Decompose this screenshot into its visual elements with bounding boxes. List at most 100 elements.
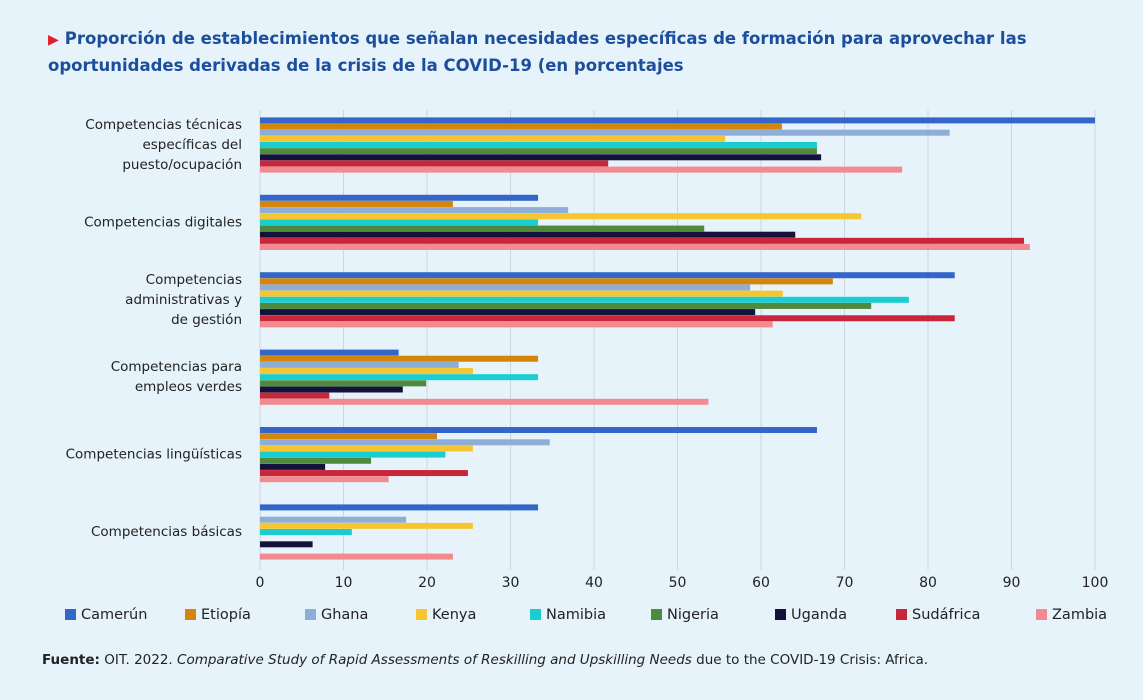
bar xyxy=(260,302,872,309)
bar xyxy=(260,470,468,477)
bar xyxy=(260,451,446,458)
bar xyxy=(260,355,539,362)
legend-label: Sudáfrica xyxy=(912,607,980,623)
bar xyxy=(260,398,709,405)
bar xyxy=(260,148,817,155)
x-tick-label: 20 xyxy=(418,575,436,591)
legend-swatch xyxy=(1036,609,1047,620)
y-tick-label: puesto/ocupación xyxy=(122,157,242,173)
bar xyxy=(260,476,389,483)
bar xyxy=(260,296,909,303)
bar xyxy=(260,213,862,220)
x-tick-label: 70 xyxy=(836,575,854,591)
y-tick-label: Competencias para xyxy=(111,359,242,375)
source-italic: Comparative Study of Rapid Assessments o… xyxy=(177,652,692,668)
bar xyxy=(260,207,569,214)
bar xyxy=(260,231,796,238)
y-tick-label: Competencias digitales xyxy=(84,214,242,230)
bar xyxy=(260,117,1095,124)
bar xyxy=(260,463,326,470)
legend-swatch xyxy=(416,609,427,620)
legend-swatch xyxy=(896,609,907,620)
bar xyxy=(260,553,453,560)
source-label: Fuente: xyxy=(42,652,100,668)
x-tick-label: 90 xyxy=(1003,575,1021,591)
legend-label: Etiopía xyxy=(201,607,251,623)
bar xyxy=(260,504,539,511)
bar xyxy=(260,315,955,322)
bar xyxy=(260,160,609,167)
bar xyxy=(260,522,473,529)
bar xyxy=(260,529,352,535)
y-tick-label: de gestión xyxy=(171,312,242,328)
bar xyxy=(260,200,453,207)
bar xyxy=(260,278,833,285)
legend-swatch xyxy=(185,609,196,620)
bar xyxy=(260,225,705,232)
bar xyxy=(260,129,950,136)
legend-label: Kenya xyxy=(432,607,476,623)
bar xyxy=(260,445,473,452)
bar xyxy=(260,386,403,393)
bar xyxy=(260,349,399,356)
legend-swatch xyxy=(305,609,316,620)
bar xyxy=(260,272,955,279)
legend-label: Camerún xyxy=(81,607,147,623)
x-tick-label: 0 xyxy=(256,575,265,591)
y-tick-label: administrativas y xyxy=(125,292,242,308)
y-tick-label: Competencias técnicas xyxy=(85,117,242,133)
title-marker: ▶ xyxy=(48,32,59,48)
bar xyxy=(260,237,1025,244)
legend-swatch xyxy=(65,609,76,620)
legend-label: Nigeria xyxy=(667,607,719,623)
bar xyxy=(260,368,473,375)
legend-label: Ghana xyxy=(321,607,368,623)
bar xyxy=(260,154,822,161)
y-tick-label: específicas del xyxy=(142,137,242,153)
bar xyxy=(260,290,783,297)
x-tick-label: 60 xyxy=(752,575,770,591)
x-tick-label: 10 xyxy=(335,575,353,591)
legend-swatch xyxy=(530,609,541,620)
bar xyxy=(260,123,782,130)
bar xyxy=(260,380,427,387)
bar xyxy=(260,166,903,173)
x-tick-label: 100 xyxy=(1082,575,1109,591)
y-tick-label: Competencias básicas xyxy=(91,524,242,540)
bar xyxy=(260,439,550,446)
bar xyxy=(260,194,539,201)
bar xyxy=(260,219,539,226)
source-text: due to the COVID-19 Crisis: Africa. xyxy=(691,652,929,668)
x-tick-label: 80 xyxy=(919,575,937,591)
x-tick-label: 30 xyxy=(502,575,520,591)
source-text: OIT. 2022. xyxy=(99,652,178,668)
legend-label: Zambia xyxy=(1052,607,1107,623)
bar xyxy=(260,284,751,291)
bar xyxy=(260,244,1030,250)
bar xyxy=(260,457,372,464)
bar xyxy=(260,361,459,368)
legend-label: Uganda xyxy=(791,607,847,623)
bar xyxy=(260,433,438,440)
chart-title: Proporción de establecimientos que señal… xyxy=(48,29,1027,75)
bar xyxy=(260,321,773,328)
legend-label: Namibia xyxy=(546,607,606,623)
y-tick-label: Competencias xyxy=(146,272,242,288)
bar xyxy=(260,427,817,433)
y-tick-label: Competencias lingüísticas xyxy=(66,447,242,463)
bar xyxy=(260,374,539,381)
source: Fuente: OIT. 2022. Comparative Study of … xyxy=(42,652,928,668)
chart-title-box: ▶ Proporción de establecimientos que seña… xyxy=(48,26,1058,78)
bar xyxy=(260,142,817,148)
bar xyxy=(260,516,407,523)
legend-swatch xyxy=(651,609,662,620)
bar xyxy=(260,135,726,142)
bar xyxy=(260,541,313,548)
bar xyxy=(260,392,330,399)
legend-swatch xyxy=(775,609,786,620)
x-tick-label: 50 xyxy=(669,575,687,591)
y-tick-label: empleos verdes xyxy=(135,379,242,395)
x-tick-label: 40 xyxy=(585,575,603,591)
